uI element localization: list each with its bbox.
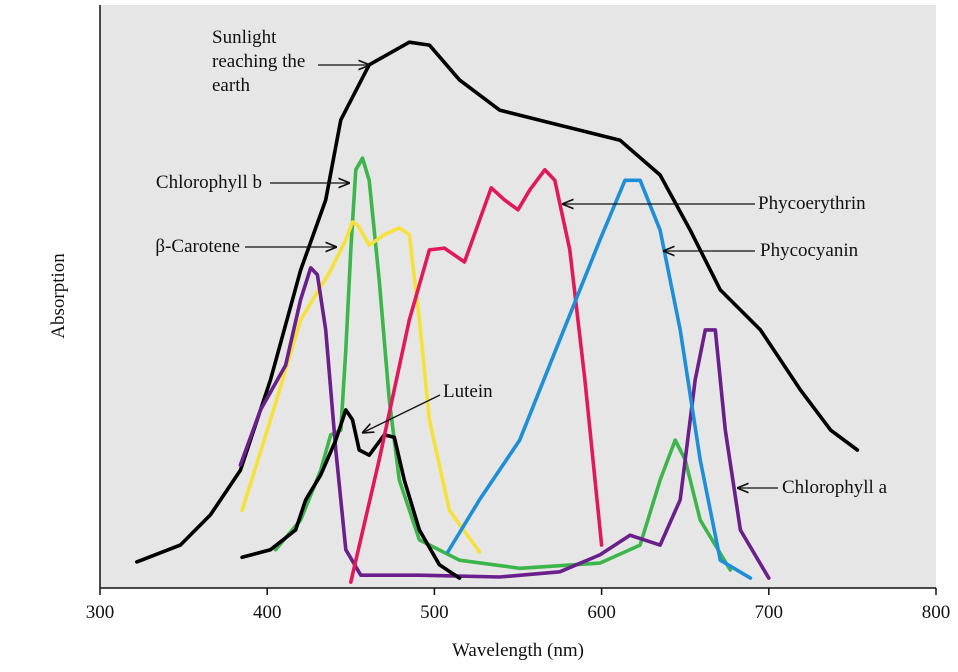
series-label: Lutein <box>443 381 493 402</box>
x-tick-label: 500 <box>420 602 449 623</box>
x-axis-title: Wavelength (nm) <box>452 640 584 661</box>
series-label: Chlorophyll b <box>155 172 262 193</box>
series-label: Sunlight reaching the earth <box>212 27 306 96</box>
series-line <box>446 178 753 580</box>
x-tick-label: 300 <box>86 602 115 623</box>
x-tick-label: 700 <box>755 602 784 623</box>
series-label: Chlorophyll a <box>782 477 888 498</box>
series-line <box>240 220 482 554</box>
x-tick-label: 400 <box>253 602 282 623</box>
plot-background <box>100 5 936 588</box>
series-label: β-Carotene <box>155 236 240 257</box>
x-tick-label: 600 <box>587 602 616 623</box>
arrow <box>362 394 441 433</box>
series-line <box>238 266 771 580</box>
curves <box>135 40 860 584</box>
series-line <box>240 408 462 580</box>
series-line <box>349 168 604 584</box>
y-axis-title: Absorption <box>48 253 69 339</box>
series-label: Phycocyanin <box>760 240 859 261</box>
series-label: Phycoerythrin <box>758 193 866 214</box>
x-tick-label: 800 <box>922 602 951 623</box>
